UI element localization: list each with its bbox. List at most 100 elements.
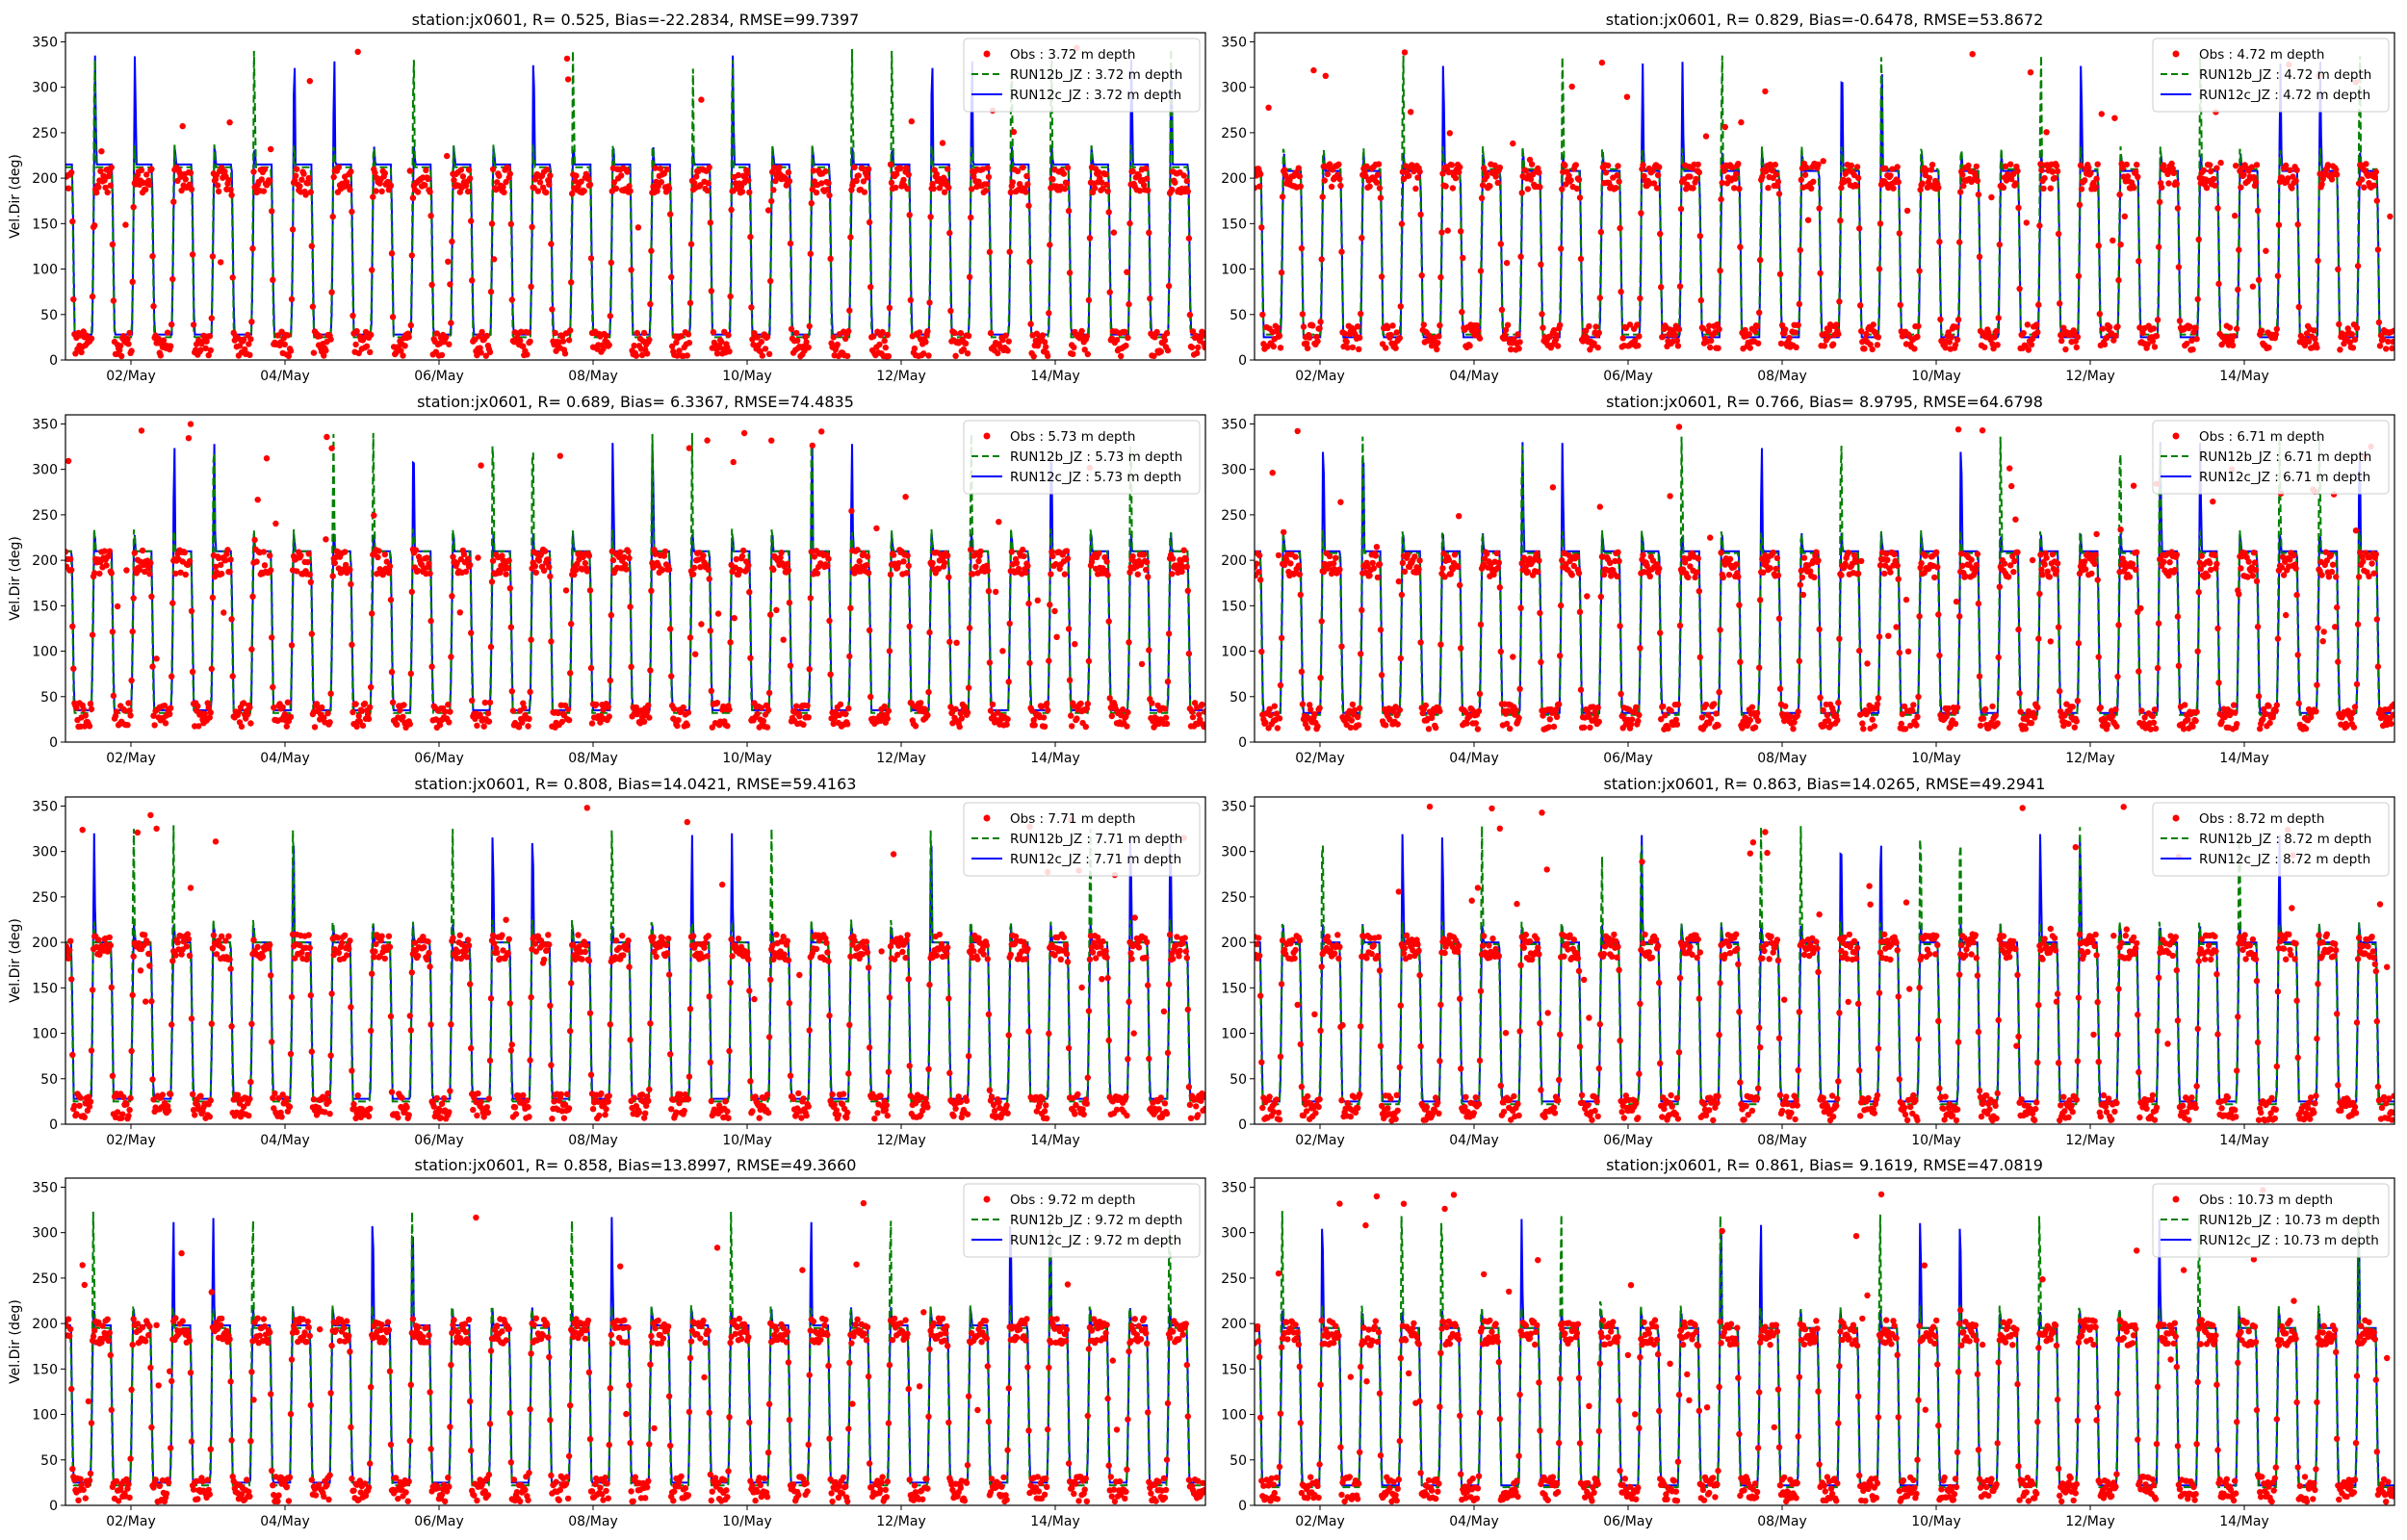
obs-point [240, 700, 247, 706]
obs-point [2350, 724, 2358, 731]
obs-point [114, 603, 121, 610]
obs-point [733, 555, 739, 563]
obs-point [669, 343, 676, 349]
obs-point [2027, 69, 2034, 76]
obs-point [2095, 654, 2102, 660]
obs-point [1801, 171, 1809, 178]
obs-point [147, 811, 154, 819]
obs-point [124, 722, 131, 729]
obs-point [2049, 168, 2057, 175]
obs-point [776, 164, 783, 171]
y-tick-label: 50 [40, 690, 58, 706]
obs-point [730, 458, 737, 466]
obs-point [1343, 338, 1350, 346]
obs-point [1988, 193, 1995, 201]
obs-point [2335, 658, 2342, 665]
obs-point [638, 351, 646, 359]
obs-point [2041, 561, 2048, 568]
y-axis-label: Vel.Dir (deg) [8, 536, 23, 621]
obs-point [414, 567, 422, 575]
obs-point [2174, 205, 2182, 212]
y-tick-label: 200 [1221, 171, 1247, 187]
obs-point [222, 937, 229, 944]
obs-point [1748, 704, 1756, 710]
obs-point [1005, 338, 1012, 345]
obs-point [1481, 165, 1488, 171]
obs-point [939, 140, 946, 146]
obs-point [105, 552, 112, 560]
obs-point [2170, 169, 2177, 176]
obs-point [507, 624, 514, 630]
obs-point [1776, 270, 1784, 277]
x-tick-label: 14/May [1030, 369, 1079, 384]
obs-point [1061, 571, 1069, 578]
obs-point [1004, 347, 1011, 354]
obs-point [2007, 562, 2014, 569]
obs-point [2252, 179, 2260, 186]
obs-point [1052, 560, 1059, 568]
obs-point [1303, 340, 1310, 346]
obs-point [1636, 333, 1643, 340]
legend-label: RUN12b_JZ : 6.71 m depth [2199, 449, 2371, 465]
obs-point [578, 178, 584, 185]
obs-point [66, 946, 73, 954]
obs-point [856, 557, 863, 565]
obs-point [1716, 689, 1722, 696]
obs-point [1576, 608, 1584, 615]
obs-point [1673, 337, 1681, 345]
obs-point [1295, 165, 1303, 171]
obs-point [2285, 175, 2291, 182]
obs-point [953, 639, 960, 646]
obs-point [209, 253, 217, 260]
obs-point [507, 220, 514, 227]
obs-point [845, 327, 852, 335]
obs-point [182, 571, 189, 578]
obs-point [1256, 552, 1263, 559]
obs-point [627, 603, 634, 610]
obs-point [270, 276, 276, 283]
obs-point [272, 1090, 278, 1097]
obs-point [807, 595, 814, 602]
obs-point [2327, 552, 2335, 558]
legend-label: Obs : 5.73 m depth [1010, 429, 1135, 445]
obs-point [469, 277, 476, 284]
obs-point [2189, 346, 2196, 353]
obs-point [1145, 574, 1152, 580]
obs-point [130, 953, 137, 960]
obs-point [270, 683, 276, 691]
y-tick-label: 350 [32, 417, 58, 432]
obs-point [489, 166, 497, 173]
obs-point [165, 1107, 172, 1115]
obs-point [2238, 565, 2244, 572]
obs-point [2053, 163, 2060, 169]
obs-point [1695, 161, 1701, 168]
y-tick-label: 0 [49, 353, 58, 369]
obs-point [1270, 343, 1278, 350]
obs-point [2289, 185, 2295, 192]
obs-point [1992, 712, 1999, 719]
obs-point [1721, 123, 1729, 131]
obs-point [1714, 321, 1721, 328]
obs-point [1326, 552, 1333, 559]
obs-point [747, 654, 754, 661]
obs-point [1810, 178, 1817, 185]
obs-point [2176, 318, 2184, 324]
obs-point [448, 320, 454, 326]
obs-point [1753, 709, 1761, 716]
obs-point [1726, 555, 1734, 562]
obs-point [444, 152, 451, 160]
obs-point [525, 723, 531, 730]
obs-point [986, 659, 994, 666]
obs-point [1863, 330, 1870, 338]
obs-point [464, 188, 472, 195]
obs-point [1775, 615, 1783, 622]
obs-point [2305, 338, 2313, 345]
obs-point [844, 352, 851, 360]
obs-point [767, 611, 774, 618]
obs-point [1358, 651, 1364, 657]
obs-point [929, 180, 936, 188]
obs-point [1635, 717, 1642, 725]
obs-point [1014, 167, 1022, 174]
obs-point [169, 275, 176, 283]
